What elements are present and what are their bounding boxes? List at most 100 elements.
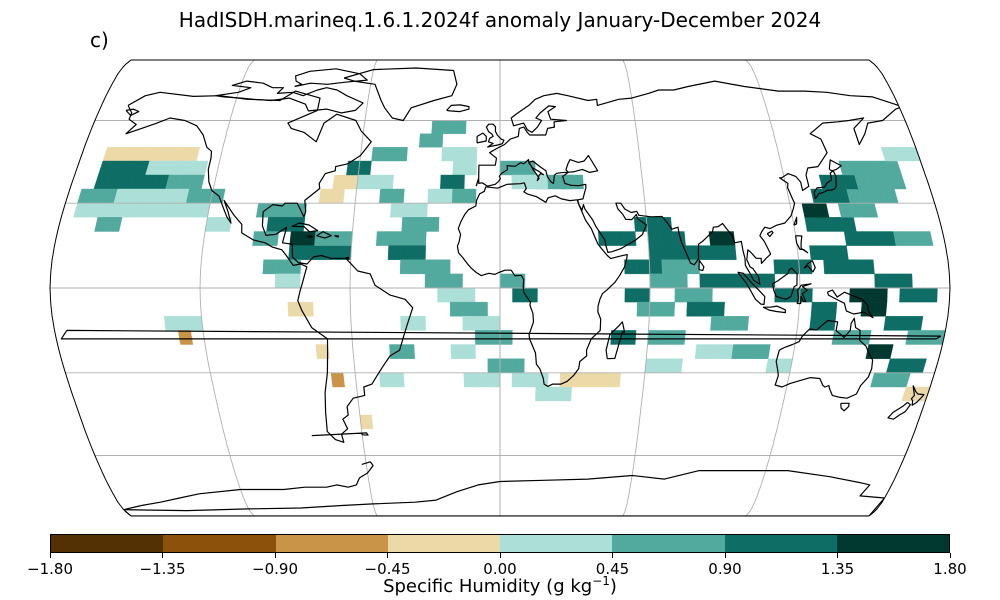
anomaly-cell [487,372,501,388]
anomaly-cell [462,344,476,359]
anomaly-cell [698,301,713,317]
anomaly-cell [217,217,233,232]
anomaly-cell [487,358,501,373]
anomaly-cell [289,231,304,246]
meridian-line [199,59,255,517]
colorbar-tick-label: 0.45 [595,560,630,578]
anomaly-cell [424,273,438,289]
anomaly-cell [266,217,281,232]
anomaly-cell [356,174,371,190]
anomaly-cell [454,120,467,134]
anomaly-cell [499,273,513,289]
colorbar-segment [163,535,276,552]
panel-label: c) [90,28,109,52]
coastline [306,235,313,238]
anomaly-cell [883,316,899,331]
coastline [476,132,487,144]
colorbar-tick [162,553,163,558]
anomaly-cell [673,245,687,260]
anomaly-cell [379,372,393,388]
anomaly-cell [437,259,451,275]
coastline [774,317,874,399]
anomaly-cell [706,344,722,359]
anomaly-cell [755,344,771,359]
anomaly-cell [453,147,466,162]
anomaly-cell [649,259,663,275]
anomaly-cell [442,120,456,134]
anomaly-cell [671,330,686,345]
anomaly-cell [449,287,463,303]
coastlines [60,67,942,516]
anomaly-cell [326,231,341,246]
anomaly-cell [686,259,700,275]
anomaly-cell [379,188,393,204]
anomaly-cell [464,160,477,176]
anomaly-cell [668,358,684,373]
anomaly-cell [658,217,673,232]
anomaly-cell [287,273,301,289]
anomaly-cell [848,259,863,275]
anomaly-cell [388,231,402,246]
anomaly-cell [821,245,837,260]
coastline [456,182,628,387]
anomaly-cell [430,133,444,148]
anomaly-cell [558,174,572,190]
anomaly-cell [357,160,372,176]
anomaly-cell [710,316,725,331]
colorbar-segment [275,535,388,552]
coastline [123,461,374,511]
colorbar-tick [387,553,388,558]
coastline [345,256,350,260]
colorbar-tick-label: −0.90 [252,560,298,578]
anomaly-cell [275,259,289,275]
coastline [291,222,319,233]
anomaly-cell [390,203,404,218]
coastline [125,90,414,443]
anomaly-cell [437,273,451,289]
anomaly-cell [841,217,857,232]
colorbar-tick [274,553,276,558]
anomaly-cell [262,259,277,275]
anomaly-cell [821,316,837,331]
anomaly-cell [719,344,734,359]
coastline [475,80,901,285]
coastline [796,283,812,305]
anomaly-cell [474,301,488,317]
anomaly-cell [418,133,432,148]
anomaly-cell [177,330,194,345]
colorbar-tick [499,553,501,558]
anomaly-cell [382,147,397,162]
anomaly-cell [499,358,513,373]
anomaly-cell [487,316,501,331]
anomaly-cell [699,273,713,289]
anomaly-cell [318,188,333,204]
anomaly-cell [647,231,662,246]
anomaly-cell [391,188,405,204]
anomaly-cell [106,217,123,232]
colorbar-segment [51,535,164,552]
anomaly-cell [359,414,374,429]
map-title: HadISDH.marineq.1.6.1.2024f anomaly Janu… [178,8,822,32]
anomaly-cell [475,372,489,388]
anomaly-cell [535,174,549,190]
anomaly-cell [344,174,359,190]
anomaly-cell [833,245,849,260]
anomaly-cell [400,231,415,246]
anomaly-cell [886,273,901,289]
anomaly-cell [451,174,465,190]
anomaly-cell [861,287,876,303]
anomaly-cell [451,188,465,204]
anomaly-cell [288,245,303,260]
coastline [828,159,842,172]
anomaly-cell [660,245,675,260]
coastline [311,432,369,437]
anomaly-cell [661,301,676,317]
colorbar-tick-label: 1.35 [820,560,855,578]
anomaly-cell [375,231,390,246]
anomaly-cell [413,217,428,232]
anomaly-cell [734,316,750,331]
anomaly-cell [809,245,824,260]
anomaly-cell [694,344,710,359]
anomaly-cell [462,287,476,303]
anomaly-cell [624,287,638,303]
